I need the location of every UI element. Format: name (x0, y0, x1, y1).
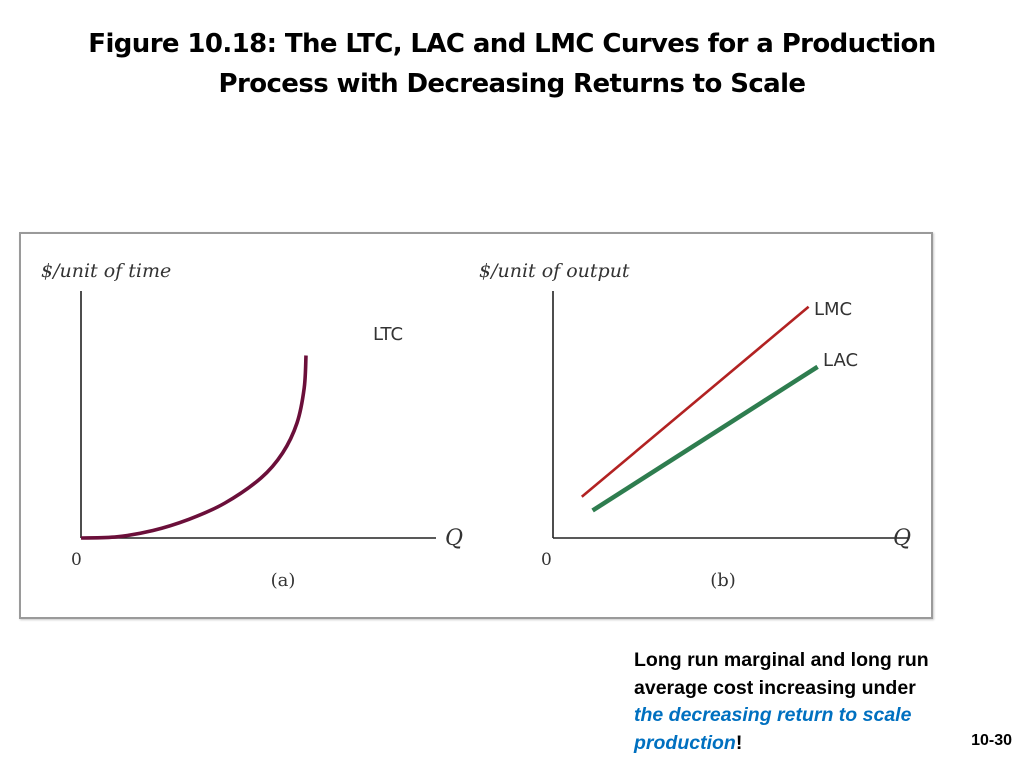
panel-b-lac-curve (591, 364, 819, 513)
panel-b-lmc-curve (580, 305, 810, 498)
slide-title: Figure 10.18: The LTC, LAC and LMC Curve… (40, 24, 984, 104)
note-highlight-line1: the decreasing return to scale (634, 704, 912, 726)
panel-b-lac-label: LAC (823, 350, 858, 371)
panel-a-x-axis-label: Q (445, 526, 463, 551)
note-line1: Long run marginal and long run (634, 649, 929, 671)
panel-a-origin-label: 0 (71, 550, 82, 570)
panel-a-ltc-label: LTC (373, 324, 403, 345)
page-number: 10-30 (971, 732, 1012, 749)
panel-b-y-axis-label: $/unit of output (479, 260, 630, 282)
note-highlight-line2: production (634, 731, 736, 754)
note-line2: average cost increasing under (634, 676, 916, 699)
note-suffix: ! (735, 731, 743, 754)
figure-frame: $/unit of time Q 0 (a) LTC $/unit of output Q 0… (19, 232, 933, 619)
panel-a-ltc-curve (80, 355, 308, 540)
panel-a-y-axis-label: $/unit of time (41, 260, 171, 282)
panel-a-panel-label: (a) (271, 570, 296, 591)
slide-title-line1: Figure 10.18: The LTC, LAC and LMC Curve… (88, 29, 936, 59)
slide-title-line2: Process with Decreasing Returns to Scale (218, 69, 807, 99)
panel-b-origin-label: 0 (541, 550, 552, 570)
note-text: Long run marginal and long run average c… (634, 647, 994, 757)
panel-b-panel-label: (b) (710, 570, 736, 591)
figure-svg: $/unit of time Q 0 (a) LTC $/unit of output Q 0… (41, 260, 911, 591)
panel-b-lmc-label: LMC (814, 299, 852, 320)
panel-b-x-axis-label: Q (893, 526, 911, 551)
